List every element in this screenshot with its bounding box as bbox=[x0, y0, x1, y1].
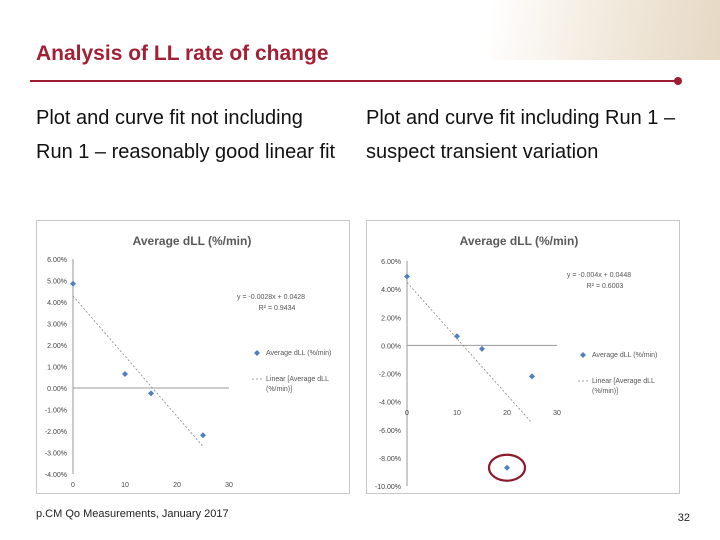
y-tick-label: -1.00% bbox=[45, 408, 67, 415]
y-tick-label: 6.00% bbox=[47, 257, 67, 264]
data-point bbox=[504, 464, 510, 471]
y-tick-label: -4.00% bbox=[379, 400, 401, 407]
footer-text: p.CM Qo Measurements, January 2017 bbox=[36, 508, 229, 520]
r-squared-label: R² = 0.6003 bbox=[587, 283, 624, 290]
data-point bbox=[200, 432, 206, 439]
data-point bbox=[70, 280, 76, 287]
left-chart-svg: Average dLL (%/min) 6.00% 5.00% 4.00% 3.00% 2… bbox=[45, 234, 332, 489]
x-tick-label: 20 bbox=[173, 482, 181, 489]
x-tick-label: 0 bbox=[71, 482, 75, 489]
y-tick-label: 2.00% bbox=[47, 343, 67, 350]
trendline bbox=[406, 282, 533, 424]
right-description: Plot and curve fit including Run 1 – sus… bbox=[366, 107, 676, 163]
slide-title: Analysis of LL rate of change bbox=[36, 42, 329, 65]
y-tick-label: -8.00% bbox=[379, 456, 401, 463]
x-tick-label: 10 bbox=[453, 410, 461, 417]
y-tick-label: -3.00% bbox=[45, 451, 67, 458]
title-divider bbox=[30, 80, 678, 82]
data-point bbox=[404, 273, 410, 280]
y-tick-label: -2.00% bbox=[45, 429, 67, 436]
y-tick-label: -10.00% bbox=[375, 484, 401, 491]
legend-trendline-label: Linear [Average dLL (%/min)] bbox=[266, 376, 329, 393]
left-chart: Average dLL (%/min) 6.00% 5.00% 4.00% 3.00% 2… bbox=[36, 220, 350, 494]
highlight-circle bbox=[487, 453, 527, 482]
right-chart-svg: Average dLL (%/min) 6.00% 4.00% 2.00% 0.00% -… bbox=[375, 234, 657, 491]
data-point bbox=[479, 345, 485, 352]
x-tick-label: 20 bbox=[503, 410, 511, 417]
x-tick-label: 30 bbox=[553, 410, 561, 417]
y-tick-label: 1.00% bbox=[47, 365, 67, 372]
y-tick-label: 3.00% bbox=[47, 322, 67, 329]
divider-dot bbox=[674, 77, 682, 85]
data-point bbox=[148, 390, 154, 397]
data-point bbox=[529, 373, 535, 380]
y-tick-label: 6.00% bbox=[381, 259, 401, 266]
y-tick-label: 0.00% bbox=[381, 343, 401, 350]
right-chart: Average dLL (%/min) 6.00% 4.00% 2.00% 0.00% -… bbox=[366, 220, 680, 494]
data-point bbox=[122, 371, 128, 378]
chart-title: Average dLL (%/min) bbox=[133, 234, 252, 248]
chart-title: Average dLL (%/min) bbox=[460, 234, 579, 248]
y-tick-label: 0.00% bbox=[47, 386, 67, 393]
x-tick-label: 0 bbox=[405, 410, 409, 417]
left-description: Plot and curve fit not including Run 1 –… bbox=[36, 107, 336, 163]
legend-series-label: Average dLL (%/min) bbox=[592, 352, 657, 359]
legend-trendline-label: Linear [Average dLL (%/min)] bbox=[592, 378, 655, 395]
trendline bbox=[72, 295, 204, 447]
corner-decoration bbox=[490, 0, 720, 60]
page-number: 32 bbox=[677, 512, 690, 524]
data-point bbox=[454, 333, 460, 340]
y-tick-label: 4.00% bbox=[381, 287, 401, 294]
legend-series-label: Average dLL (%/min) bbox=[266, 350, 331, 357]
legend-marker bbox=[254, 350, 260, 356]
y-tick-label: -4.00% bbox=[45, 472, 67, 479]
y-tick-label: 2.00% bbox=[381, 315, 401, 322]
x-tick-label: 30 bbox=[225, 482, 233, 489]
y-tick-label: 5.00% bbox=[47, 279, 67, 286]
y-tick-label: -2.00% bbox=[379, 372, 401, 379]
legend-marker bbox=[580, 352, 586, 358]
trendline-equation: y = -0.004x + 0.0448 bbox=[567, 272, 631, 279]
y-tick-label: 4.00% bbox=[47, 300, 67, 307]
y-tick-label: -6.00% bbox=[379, 428, 401, 435]
trendline-equation: y = -0.0028x + 0.0428 bbox=[237, 294, 305, 301]
r-squared-label: R² = 0.9434 bbox=[259, 305, 296, 312]
x-tick-label: 10 bbox=[121, 482, 129, 489]
